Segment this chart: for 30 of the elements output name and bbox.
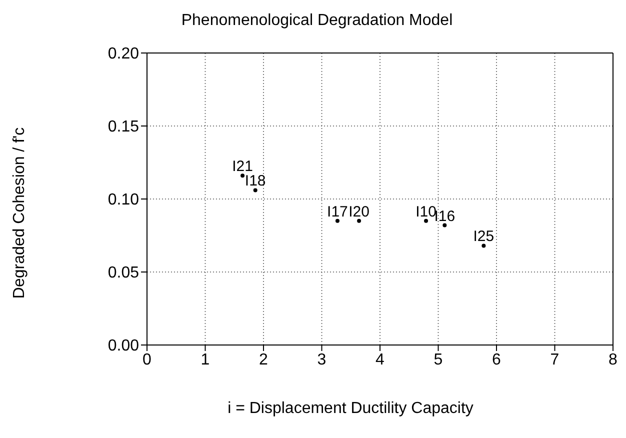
point [335,218,340,223]
x-tick-label: 0 [142,351,152,368]
series-label: I10 [416,203,436,220]
x-tick-label: 6 [492,351,502,368]
x-tick-label: 7 [550,351,560,368]
y-tick-label: 0.05 [108,264,140,282]
point [240,174,245,178]
point [442,223,447,228]
x-tick-label: 2 [259,351,268,368]
series-label: I18 [244,172,266,190]
y-tick-label: 0.10 [108,192,140,209]
x-tick-label: 8 [608,351,618,368]
y-tick-label: 0.15 [108,118,140,136]
x-axis-title: i = Displacement Ductility Capacity [226,400,474,418]
point [482,244,486,248]
y-axis-title: Degraded Cohesion / f'c [11,126,29,300]
chart-title: Phenomenological Degradation Model [180,12,454,30]
series-label: I25 [473,228,494,246]
series-label: I20 [348,203,370,220]
x-tick-label: 1 [200,351,210,368]
y-tick-label: 0.20 [108,46,140,63]
y-tick-label: 0.00 [108,338,140,355]
x-tick-label: 5 [434,351,443,368]
series-label: I21 [232,158,253,176]
x-tick-label: 4 [376,351,385,368]
x-tick-label: 3 [317,351,326,368]
series-label: I17 [327,203,348,220]
point [253,188,258,192]
point [357,218,362,223]
point [424,218,428,223]
